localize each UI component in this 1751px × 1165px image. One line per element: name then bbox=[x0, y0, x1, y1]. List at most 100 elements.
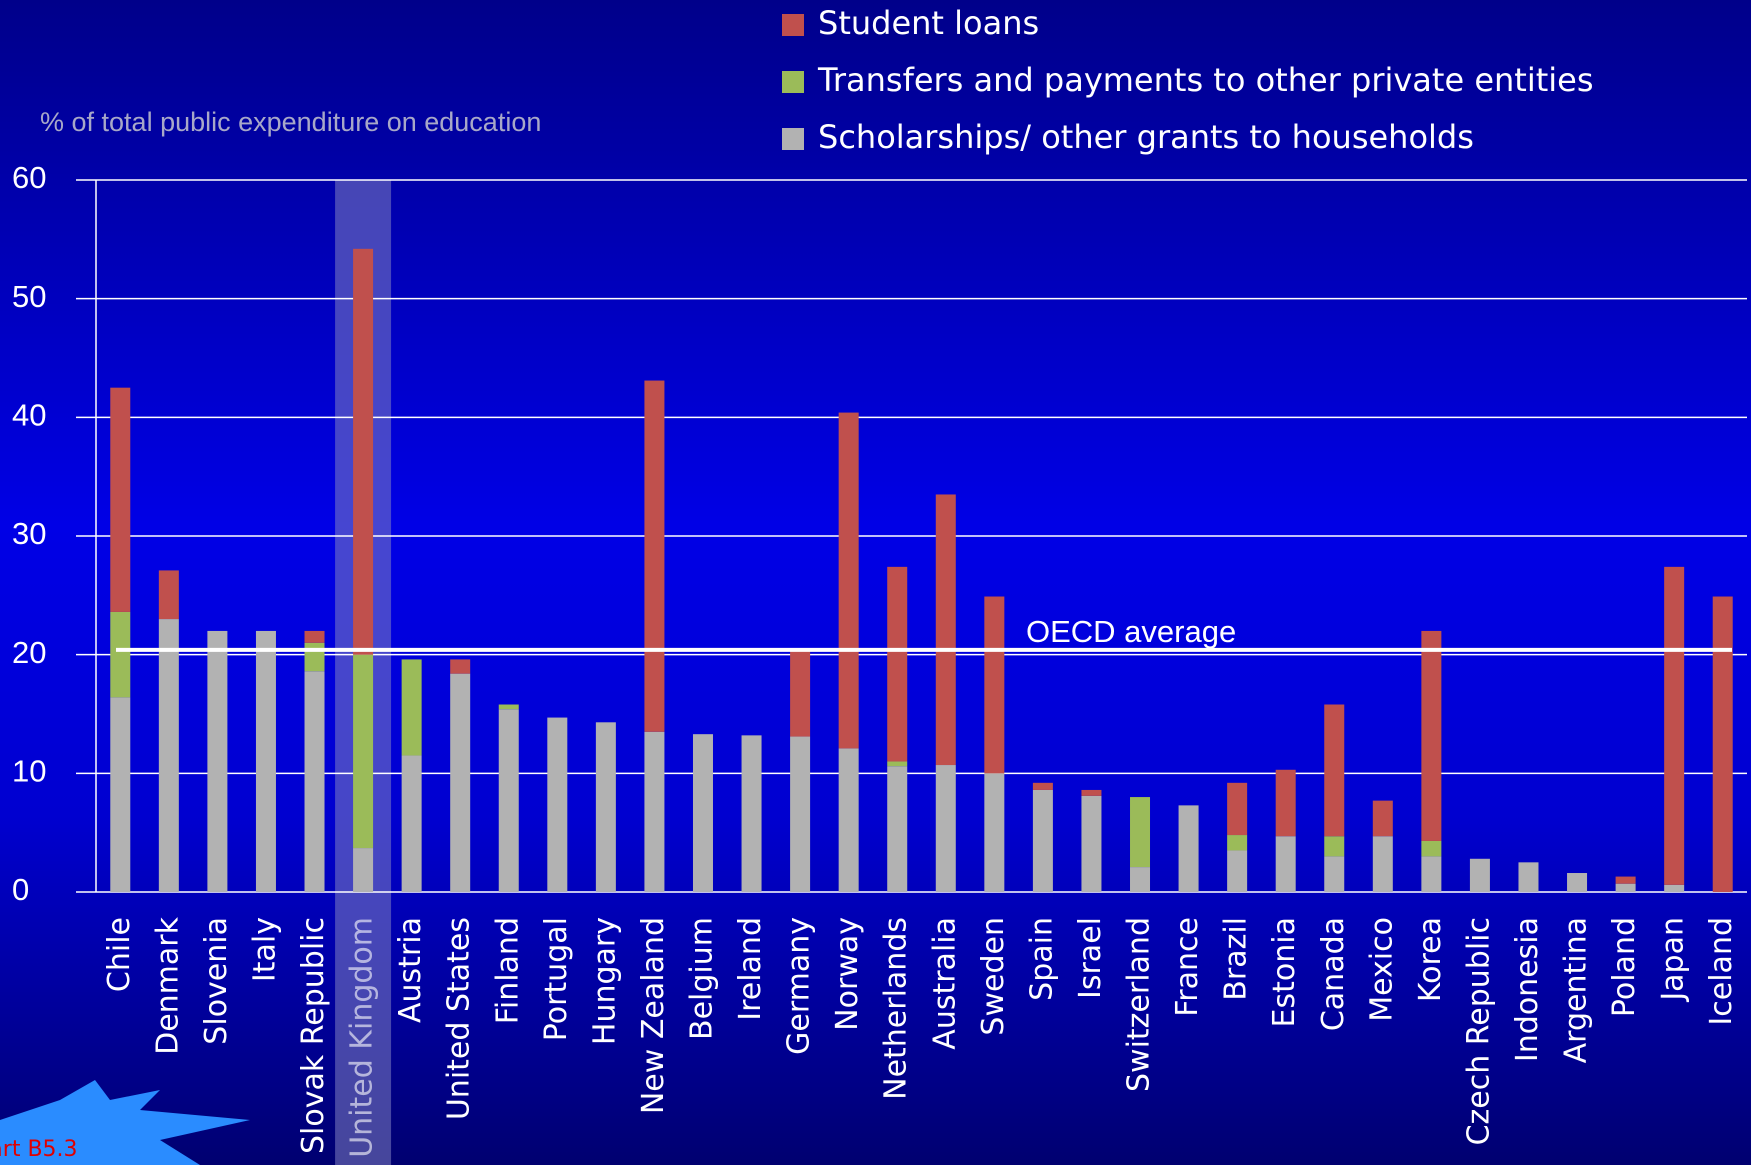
bar-segment bbox=[741, 735, 762, 892]
badge-burst bbox=[0, 1080, 250, 1165]
bar-segment bbox=[887, 566, 908, 762]
legend-swatch bbox=[782, 128, 804, 150]
y-tick-label: 50 bbox=[12, 279, 46, 314]
bar-segment bbox=[401, 659, 422, 756]
x-tick-label: Indonesia bbox=[1510, 917, 1545, 1062]
x-tick-label: Germany bbox=[782, 917, 817, 1055]
bar-segment bbox=[1712, 596, 1733, 892]
x-tick-label: Poland bbox=[1607, 917, 1642, 1017]
bar-segment bbox=[1615, 883, 1636, 892]
bar-segment bbox=[1081, 795, 1102, 892]
x-tick-label: Austria bbox=[393, 917, 428, 1023]
x-tick-label: Mexico bbox=[1364, 917, 1399, 1022]
x-tick-label: United States bbox=[442, 917, 477, 1120]
bar-segment bbox=[644, 731, 665, 892]
y-tick-label: 20 bbox=[12, 635, 46, 670]
x-tick-label: Slovak Republic bbox=[296, 917, 331, 1154]
x-tick-label: Finland bbox=[490, 917, 525, 1024]
x-tick-label: Portugal bbox=[539, 917, 574, 1041]
x-tick-label: France bbox=[1170, 917, 1205, 1017]
y-axis-label: % of total public expenditure on educati… bbox=[40, 107, 541, 137]
bar-segment bbox=[1664, 566, 1685, 885]
bar-segment bbox=[401, 755, 422, 892]
bar-segment bbox=[1130, 867, 1151, 892]
badge-text: Chart B5.3 bbox=[0, 1137, 78, 1162]
bar-segment bbox=[984, 773, 1005, 892]
bar-segment bbox=[207, 630, 228, 892]
x-tick-label: Chile bbox=[102, 917, 137, 992]
x-tick-label: Estonia bbox=[1267, 917, 1302, 1027]
x-tick-label: Belgium bbox=[684, 917, 719, 1040]
bar-segment bbox=[887, 766, 908, 892]
x-tick-label: Czech Republic bbox=[1461, 917, 1496, 1145]
bar-segment bbox=[110, 387, 131, 612]
bar-segment bbox=[255, 630, 276, 892]
x-tick-label: Brazil bbox=[1219, 917, 1254, 1001]
bar-segment bbox=[790, 736, 811, 892]
x-tick-label: Korea bbox=[1413, 917, 1448, 1002]
bar-segment bbox=[1324, 856, 1345, 892]
x-tick-label: Denmark bbox=[150, 916, 185, 1055]
bar-segment bbox=[158, 619, 179, 892]
x-tick-label: Ireland bbox=[733, 917, 768, 1021]
bar-segment bbox=[1469, 858, 1490, 892]
bar-segment bbox=[644, 380, 665, 732]
bar-segment bbox=[547, 717, 568, 892]
bar-segment bbox=[935, 765, 956, 892]
x-tick-label: Norway bbox=[830, 917, 865, 1031]
x-tick-label: Canada bbox=[1316, 917, 1351, 1031]
x-tick-label: Israel bbox=[1073, 917, 1108, 999]
bar-segment bbox=[1421, 840, 1442, 857]
bar-segment bbox=[1227, 782, 1248, 836]
bar-segment bbox=[304, 630, 325, 643]
x-tick-label: United Kingdom bbox=[345, 917, 380, 1158]
y-tick-label: 10 bbox=[12, 754, 46, 789]
x-tick-label: Japan bbox=[1656, 917, 1691, 1003]
bar-segment bbox=[1130, 797, 1151, 868]
x-tick-label: Australia bbox=[927, 917, 962, 1050]
bar-segment bbox=[498, 709, 519, 892]
bar-segment bbox=[935, 494, 956, 766]
reference-label: OECD average bbox=[1026, 614, 1236, 649]
bar-segment bbox=[353, 248, 374, 655]
legend-swatch bbox=[782, 71, 804, 93]
bar-segment bbox=[1567, 873, 1588, 892]
bar-segment bbox=[1421, 630, 1442, 841]
x-tick-label: Slovenia bbox=[199, 917, 234, 1045]
x-tick-label: Sweden bbox=[976, 917, 1011, 1036]
bar-segment bbox=[450, 673, 471, 892]
bar-segment bbox=[1615, 876, 1636, 884]
bar-segment bbox=[1032, 782, 1053, 790]
bar-segment bbox=[1227, 850, 1248, 892]
bar-segment bbox=[110, 611, 131, 698]
bar-segment bbox=[353, 848, 374, 892]
y-tick-label: 0 bbox=[12, 872, 29, 907]
x-tick-label: Hungary bbox=[587, 917, 622, 1045]
bar-segment bbox=[1421, 856, 1442, 892]
bar-segment bbox=[304, 642, 325, 672]
x-tick-label: Argentina bbox=[1559, 917, 1594, 1063]
bar-segment bbox=[498, 704, 519, 710]
bar-segment bbox=[838, 412, 859, 749]
bar-segment bbox=[1081, 789, 1102, 796]
x-tick-label: Iceland bbox=[1704, 917, 1739, 1026]
x-tick-label: New Zealand bbox=[636, 917, 671, 1114]
y-tick-label: 60 bbox=[12, 160, 46, 195]
bar-segment bbox=[1664, 884, 1685, 892]
bar-segment bbox=[595, 722, 616, 892]
legend-label: Transfers and payments to other private … bbox=[817, 61, 1594, 99]
bar-segment bbox=[1178, 805, 1199, 892]
bar-segment bbox=[353, 654, 374, 849]
x-tick-label: Italy bbox=[247, 917, 282, 982]
legend-label: Student loans bbox=[818, 4, 1039, 42]
bar-segment bbox=[1227, 835, 1248, 851]
y-tick-label: 40 bbox=[12, 398, 46, 433]
legend-swatch bbox=[782, 14, 804, 36]
bar-segment bbox=[110, 697, 131, 892]
bar-segment bbox=[984, 596, 1005, 774]
bar-segment bbox=[790, 651, 811, 737]
y-tick-label: 30 bbox=[12, 516, 46, 551]
x-tick-label: Switzerland bbox=[1122, 917, 1157, 1092]
bar-segment bbox=[838, 748, 859, 892]
